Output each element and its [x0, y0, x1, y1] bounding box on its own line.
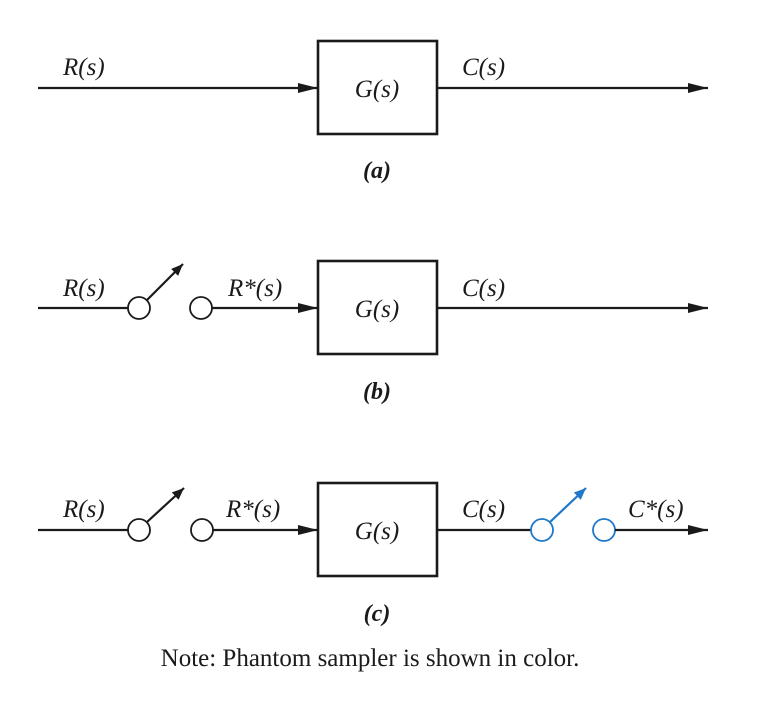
output-label-c: C(s): [462, 496, 505, 523]
caption-b: (b): [363, 379, 391, 405]
input-label-c: R(s): [62, 496, 105, 523]
sampler-output-node-c: [190, 518, 214, 542]
output-label-b: C(s): [462, 275, 505, 302]
output-label-a: C(s): [462, 54, 505, 81]
phantom-sampler-input-node: [530, 518, 554, 542]
sampled-input-label-c: R*(s): [225, 496, 280, 523]
transfer-block-c: [316, 481, 439, 578]
sampler-switch-c: [146, 487, 185, 523]
sampler-input-node-b: [127, 296, 151, 320]
caption-c: (c): [364, 601, 391, 627]
block-label-a: G(s): [355, 76, 399, 103]
phantom-sampler-switch: [549, 487, 587, 523]
diagram-c: R(s) R*(s) G(s) C(s) C*(s) (c): [38, 481, 708, 627]
diagram-a: R(s) G(s) C(s) (a): [38, 39, 708, 184]
sampler-switch-b: [146, 263, 184, 301]
sampler-output-node-b: [189, 296, 213, 320]
diagram-b: R(s) R*(s) G(s) C(s) (b): [38, 259, 708, 405]
block-label-c: G(s): [355, 518, 399, 545]
sampled-input-label-b: R*(s): [227, 275, 282, 302]
sampled-output-label-c: C*(s): [628, 496, 684, 523]
transfer-block-b: [316, 259, 439, 356]
phantom-sampler-output-node: [592, 518, 616, 542]
input-label-a: R(s): [62, 54, 105, 81]
note-text: Note: Phantom sampler is shown in color.: [161, 645, 580, 672]
caption-a: (a): [363, 158, 391, 184]
sampler-input-node-c: [127, 518, 151, 542]
input-label-b: R(s): [62, 275, 105, 302]
block-label-b: G(s): [355, 296, 399, 323]
